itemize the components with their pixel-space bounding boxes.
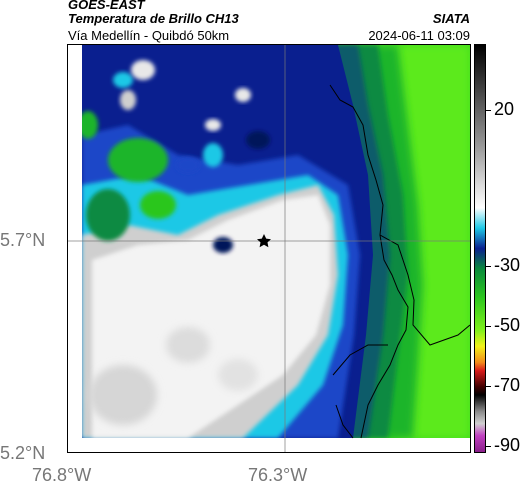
star-icon — [257, 234, 271, 248]
border-path-south — [335, 404, 354, 439]
brightness-temperature-field — [68, 45, 470, 452]
lon-tick-label: 76.8°W — [32, 465, 92, 485]
organization-name: SIATA — [432, 11, 470, 26]
colorbar-label: -30 — [494, 255, 521, 275]
colorbar-label: 20 — [494, 99, 515, 119]
border-path — [379, 234, 470, 346]
lat-tick-label: 5.2°N — [0, 443, 46, 463]
lat-tick-label: 5.7°N — [0, 230, 46, 250]
colorbar-label: -70 — [494, 375, 521, 395]
coastline-path — [329, 84, 409, 439]
lon-tick-label: 76.3°W — [248, 465, 308, 485]
colorbar-tick — [486, 110, 491, 111]
colorbar-tick — [486, 386, 491, 387]
satellite-name: GOES-EAST — [68, 0, 145, 12]
colorbar-tick — [486, 446, 491, 447]
colorbar-tick — [486, 326, 491, 327]
colorbar-tick — [486, 266, 491, 267]
satellite-map[interactable] — [67, 44, 471, 453]
colorbar-label: -50 — [494, 315, 521, 335]
river-path — [332, 344, 388, 376]
product-title: Temperatura de Brillo CH13 — [68, 11, 239, 26]
timestamp: 2024-06-11 03:09 — [368, 28, 470, 43]
temperature-colorbar — [474, 44, 486, 453]
route-label: Vía Medellín - Quibdó 50km — [68, 28, 230, 43]
colorbar-label: -90 — [494, 435, 521, 455]
